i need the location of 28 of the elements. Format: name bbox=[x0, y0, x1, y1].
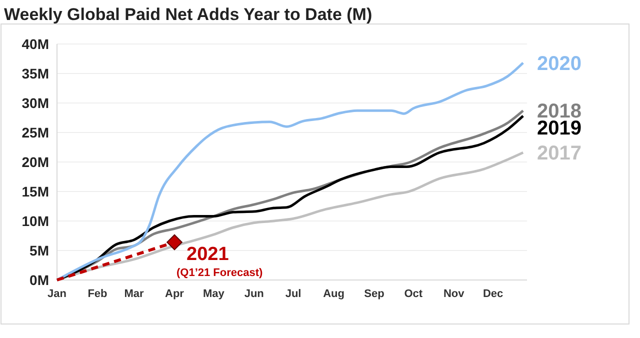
x-tick-label: Jun bbox=[244, 288, 264, 300]
series-label: 2017 bbox=[537, 142, 582, 165]
x-tick-label: Apr bbox=[165, 288, 185, 300]
x-tick-label: Feb bbox=[88, 288, 108, 300]
y-tick-label: 35M bbox=[22, 66, 49, 82]
x-tick-label: Jul bbox=[285, 288, 302, 300]
x-tick-label: Jan bbox=[48, 288, 67, 300]
x-tick-label: Sep bbox=[364, 288, 385, 300]
x-tick-label: Nov bbox=[444, 288, 466, 300]
x-tick-label: Oct bbox=[404, 288, 423, 300]
y-tick-label: 10M bbox=[22, 213, 49, 229]
line-series bbox=[56, 62, 524, 282]
y-tick-label: 30M bbox=[22, 95, 49, 111]
y-tick-label: 40M bbox=[22, 36, 49, 52]
x-tick-label: May bbox=[202, 288, 226, 300]
x-tick-label: Aug bbox=[323, 288, 344, 300]
y-tick-label: 25M bbox=[22, 124, 49, 140]
x-tick-label: Dec bbox=[482, 288, 504, 300]
series-label: 2019 bbox=[537, 118, 582, 140]
y-tick-label: 0M bbox=[30, 272, 49, 288]
annotation: (Q1’21 Forecast) bbox=[176, 267, 264, 280]
y-tick-label: 15M bbox=[22, 184, 49, 200]
y-tick-label: 20M bbox=[22, 154, 49, 170]
chart-title: Weekly Global Paid Net Adds Year to Date (M) bbox=[4, 5, 372, 24]
x-tick-label: Mar bbox=[124, 288, 145, 300]
series-label: 2021 bbox=[186, 244, 230, 266]
y-tick-label: 5M bbox=[30, 242, 49, 258]
series-label: 2020 bbox=[537, 52, 582, 75]
